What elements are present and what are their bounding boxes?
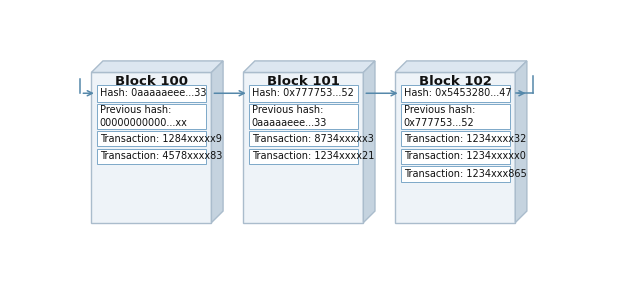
Text: Transaction: 1234xxxx21: Transaction: 1234xxxx21 — [252, 151, 374, 161]
Polygon shape — [97, 104, 206, 129]
Text: Previous hash:
00000000000...xx: Previous hash: 00000000000...xx — [100, 105, 188, 128]
Polygon shape — [400, 85, 510, 102]
Text: Block 100: Block 100 — [115, 75, 188, 88]
Polygon shape — [92, 61, 223, 72]
Polygon shape — [212, 61, 223, 223]
Polygon shape — [363, 61, 375, 223]
Text: Hash: 0x5453280...47: Hash: 0x5453280...47 — [404, 88, 511, 98]
Polygon shape — [97, 149, 206, 164]
Polygon shape — [400, 131, 510, 146]
Text: Block 101: Block 101 — [267, 75, 340, 88]
Polygon shape — [515, 61, 527, 223]
Polygon shape — [97, 131, 206, 146]
Text: Hash: 0x777753...52: Hash: 0x777753...52 — [252, 88, 353, 98]
Polygon shape — [395, 61, 527, 72]
Text: Hash: 0aaaaaeee...33: Hash: 0aaaaaeee...33 — [100, 88, 206, 98]
Text: Transaction: 4578xxxx83: Transaction: 4578xxxx83 — [100, 151, 222, 161]
Text: Transaction: 8734xxxxx3: Transaction: 8734xxxxx3 — [252, 134, 374, 144]
Polygon shape — [92, 72, 212, 223]
Polygon shape — [400, 149, 510, 164]
Polygon shape — [395, 72, 515, 223]
Polygon shape — [243, 61, 375, 72]
Text: Previous hash:
0x777753...52: Previous hash: 0x777753...52 — [404, 105, 475, 128]
Polygon shape — [97, 85, 206, 102]
Polygon shape — [400, 104, 510, 129]
Text: Transaction: 1234xxxx32: Transaction: 1234xxxx32 — [404, 134, 526, 144]
Text: Block 102: Block 102 — [418, 75, 491, 88]
Text: Transaction: 1284xxxxx9: Transaction: 1284xxxxx9 — [100, 134, 222, 144]
Polygon shape — [400, 166, 510, 182]
Text: Transaction: 1234xxx865: Transaction: 1234xxx865 — [404, 169, 526, 179]
Polygon shape — [243, 72, 363, 223]
Polygon shape — [249, 149, 358, 164]
Text: Transaction: 1234xxxxx0: Transaction: 1234xxxxx0 — [404, 151, 526, 161]
Polygon shape — [249, 131, 358, 146]
Text: Previous hash:
0aaaaaeee...33: Previous hash: 0aaaaaeee...33 — [252, 105, 327, 128]
Polygon shape — [249, 85, 358, 102]
Polygon shape — [249, 104, 358, 129]
